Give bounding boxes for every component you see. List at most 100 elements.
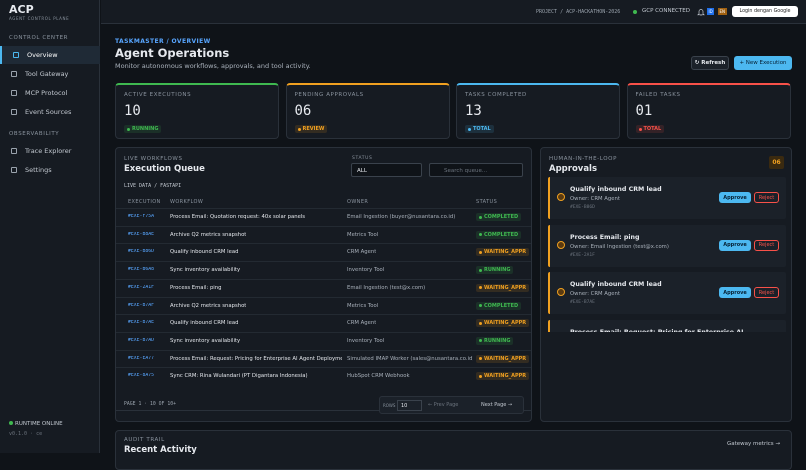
section-title: OBSERVABILITY bbox=[9, 131, 60, 137]
approval-id: #EXE-B7AE bbox=[570, 300, 595, 305]
owner: CRM Agent bbox=[347, 320, 377, 327]
workflow: Process Email: Quotation request: 40x so… bbox=[170, 214, 306, 220]
table-row[interactable]: #EXE-8A75 Sync CRM: Rina Wulandari (PT Di… bbox=[116, 367, 531, 385]
approve-button[interactable]: Approve bbox=[719, 192, 751, 203]
status-dot bbox=[633, 10, 637, 14]
eyebrow: AUDIT TRAIL bbox=[124, 437, 165, 443]
approval-item: Qualify inbound CRM lead Owner: CRM Agent… bbox=[548, 272, 786, 314]
warn-icon bbox=[557, 240, 565, 249]
approval-list: Qualify inbound CRM lead Owner: CRM Agent… bbox=[541, 177, 793, 332]
table-row[interactable]: #EXE-B7AD Sync inventory availability Inve… bbox=[116, 331, 531, 350]
approvals: HUMAN-IN-THE-LOOP Approvals 06 Qualify i… bbox=[540, 147, 792, 422]
execution-id: #EXE-8A75 bbox=[128, 373, 154, 379]
approve-button[interactable]: Approve bbox=[719, 239, 751, 251]
table-row[interactable]: #EXE-B6A8 Sync inventory availability Inve… bbox=[116, 261, 531, 279]
execution-id: #EXE-B7AF bbox=[128, 302, 154, 308]
table-row[interactable]: #EXE-B7AF Archive Q2 metrics snapshot Metr… bbox=[116, 296, 531, 315]
nav-label: Tool Gateway bbox=[25, 70, 69, 78]
select-value: ALL bbox=[357, 168, 367, 174]
connection: GCP CONNECTED bbox=[642, 8, 690, 14]
workflow: Qualify inbound CRM lead bbox=[170, 320, 239, 327]
approval-owner: Owner: CRM Agent bbox=[570, 196, 620, 202]
table-row[interactable]: #EXE-2A1F Process Email: ping Email Ingest… bbox=[116, 278, 531, 297]
nav-label: Trace Explorer bbox=[25, 147, 72, 155]
table-row[interactable]: #EXE-EA77 Process Email: Request: Pricing… bbox=[116, 349, 531, 368]
next-button[interactable]: Next Page → bbox=[481, 402, 513, 408]
execution-id: #EXE-B7AE bbox=[128, 320, 154, 326]
status-tag: WAITING_APPR bbox=[476, 354, 530, 363]
workflow: Sync inventory availability bbox=[170, 337, 241, 344]
topbar: PROJECT / ACP-HACKATHON-2026 GCP CONNECT… bbox=[101, 0, 806, 24]
execution-id: #EXE-2A1F bbox=[128, 284, 154, 290]
nav-item[interactable]: Event Sources bbox=[0, 103, 100, 121]
owner: Inventory Tool bbox=[347, 267, 385, 274]
search-input[interactable]: Search queue... bbox=[429, 163, 523, 177]
stat-tag: RUNNING bbox=[124, 125, 162, 133]
runtime-text: RUNTIME ONLINE bbox=[15, 421, 63, 427]
stat-label: PENDING APPROVALS bbox=[294, 92, 364, 98]
badge[interactable]: EN bbox=[718, 8, 727, 15]
reject-button[interactable]: Reject bbox=[754, 239, 779, 251]
status-tag: WAITING_APPR bbox=[476, 372, 530, 381]
column-header: WORKFLOW bbox=[170, 199, 204, 205]
workflow: Qualify inbound CRM lead bbox=[170, 249, 239, 256]
nav-label: Settings bbox=[25, 166, 52, 174]
table-row[interactable]: #EXE-F75A Process Email: Quotation reques… bbox=[116, 208, 531, 226]
rows-select[interactable]: 10 bbox=[397, 400, 422, 411]
column-header: OWNER bbox=[347, 199, 369, 205]
warn-icon bbox=[557, 288, 565, 296]
approval-owner: Owner: CRM Agent bbox=[570, 291, 620, 297]
nav-item[interactable]: MCP Protocol bbox=[0, 84, 100, 102]
badge[interactable]: ID bbox=[707, 8, 715, 15]
approval-id: #EXE-B86D bbox=[570, 205, 595, 210]
approval-item: Qualify inbound CRM lead Owner: CRM Agent… bbox=[548, 177, 786, 219]
table-row[interactable]: #EXE-B86D Qualify inbound CRM lead CRM Age… bbox=[116, 243, 531, 261]
owner: Email Ingestion (test@x.com) bbox=[347, 284, 426, 291]
panel-title: Execution Queue bbox=[124, 164, 205, 174]
login-button[interactable]: Login dengan Google bbox=[732, 6, 798, 17]
reject-button[interactable]: Reject bbox=[754, 287, 779, 298]
execution-id: #EXE-B8AE bbox=[128, 231, 154, 237]
status-tag: WAITING_APPR bbox=[476, 319, 530, 328]
bell[interactable] bbox=[697, 8, 705, 16]
runtime: RUNTIME ONLINE bbox=[9, 421, 63, 427]
refresh-button[interactable]: ↻ Refresh bbox=[691, 56, 729, 70]
status-tag: COMPLETED bbox=[476, 301, 522, 310]
status-select[interactable]: ALL bbox=[351, 163, 422, 177]
nav-item[interactable]: Tool Gateway bbox=[0, 65, 100, 83]
column-header: EXECUTION bbox=[128, 199, 161, 205]
stat-value: 13 bbox=[465, 103, 482, 119]
reject-button[interactable]: Reject bbox=[754, 192, 779, 203]
owner: Simulated IMAP Worker (sales@nusantara.c… bbox=[347, 355, 473, 362]
workflow: Process Email: ping bbox=[170, 284, 222, 291]
approve-button[interactable]: Approve bbox=[719, 287, 751, 298]
nav-label: Overview bbox=[27, 51, 58, 59]
nav-item[interactable]: Settings bbox=[0, 161, 100, 179]
execution-id: #EXE-EA77 bbox=[128, 355, 154, 361]
nav-item[interactable]: Overview bbox=[0, 46, 100, 64]
new-execution-button[interactable]: + New Execution bbox=[734, 56, 792, 70]
table-row[interactable]: #EXE-B8AE Archive Q2 metrics snapshot Metr… bbox=[116, 225, 531, 244]
table-row[interactable]: #EXE-B7AE Qualify inbound CRM lead CRM Age… bbox=[116, 314, 531, 332]
workflow: Process Email: Request: Pricing for Ente… bbox=[170, 355, 342, 362]
prev-button[interactable]: ← Prev Page bbox=[428, 402, 459, 408]
nav-label: Event Sources bbox=[25, 108, 72, 116]
nav-item[interactable]: Trace Explorer bbox=[0, 142, 100, 160]
placeholder: Search queue... bbox=[444, 168, 488, 174]
nav-icon bbox=[11, 167, 17, 173]
nav-icon bbox=[11, 109, 17, 115]
stat-card: PENDING APPROVALS 06 REVIEW bbox=[285, 83, 450, 139]
workflow: Archive Q2 metrics snapshot bbox=[170, 231, 247, 238]
status-tag: COMPLETED bbox=[476, 230, 522, 239]
owner: CRM Agent bbox=[347, 249, 377, 256]
execution-id: #EXE-B7AD bbox=[128, 337, 154, 343]
workflow: Sync CRM: Rina Wulandari (PT Digantara I… bbox=[170, 373, 308, 380]
execution-queue: LIVE WORKFLOWS Execution Queue STATUS AL… bbox=[115, 147, 532, 422]
panel-title: Approvals bbox=[549, 164, 598, 174]
owner: Metrics Tool bbox=[347, 302, 379, 309]
gateway-link[interactable]: Gateway metrics → bbox=[727, 441, 780, 447]
table-header: EXECUTION WORKFLOW OWNER STATUS bbox=[116, 194, 531, 212]
approval-title: Qualify inbound CRM lead bbox=[570, 281, 662, 288]
approval-item: Process Email: Request: Pricing for Ente… bbox=[548, 319, 786, 332]
